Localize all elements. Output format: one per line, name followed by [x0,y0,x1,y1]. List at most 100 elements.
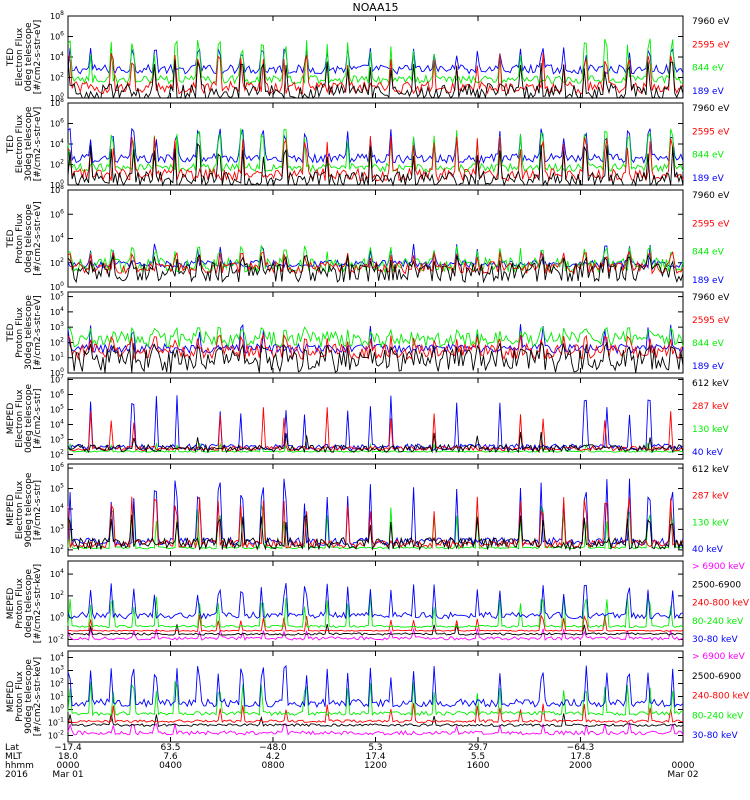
series-line-blue [67,664,684,709]
y-axis-label-line: 0deg telescope [24,384,34,454]
x-axis-row-label: 2016 [5,770,28,780]
series-line-blue [67,323,684,355]
panel-frame [67,189,684,288]
legend-entry: 7960 eV [692,17,730,27]
y-axis-label-line: Electron Flux [15,27,25,86]
legend-entry: 2595 eV [692,219,730,229]
series-line-green [67,680,684,717]
y-tick-label: 106 [50,208,64,219]
x-axis-row-label: Lat [5,743,20,753]
y-tick-label: 106 [50,389,64,400]
y-tick-label: 104 [50,138,64,149]
y-axis-label-line: [#/cm2-s-str-keV] [33,657,43,736]
y-tick-label: 102 [50,544,64,555]
x-tick-label: 63.5 [160,743,180,753]
legend-entry: 2595 eV [692,127,730,137]
series-line-magenta [67,722,684,737]
legend-entry: 7960 eV [692,104,730,114]
x-tick-label: 0000 [57,761,80,771]
legend-entry: 80-240 keV [692,711,744,721]
y-axis-label-line: MEPED [6,681,16,713]
legend-entry: 844 eV [692,64,725,74]
series-line-green [67,595,684,629]
x-tick-label: 0400 [159,761,182,771]
series-line-black [67,254,684,284]
legend-entry: > 6900 keV [692,652,746,662]
series-line-black [67,341,684,373]
legend-entry: 2500-6900 [692,672,741,682]
x-tick-label: 2000 [569,761,592,771]
y-tick-label: 104 [50,503,64,514]
y-tick-label: 104 [50,306,64,317]
legend-entry: 612 keV [692,465,729,475]
y-tick-label: 105 [50,404,64,415]
y-tick-label: 100 [50,179,64,190]
y-tick-label: 100 [50,367,64,378]
x-tick-label: 29.7 [468,743,488,753]
y-tick-label: 103 [50,665,64,676]
legend-entry: 30-80 keV [692,635,738,645]
y-tick-label: 103 [50,321,64,332]
y-axis-label-line: 90deg telescope [24,472,34,547]
series-line-black [67,59,684,100]
y-tick-label: 108 [50,97,64,108]
panel-frame [67,15,684,99]
y-axis-label-line: 0deg telescope [24,22,34,92]
series-line-blue [67,47,684,76]
y-axis-label-line: Proton Flux [15,213,25,264]
legend-entry: 240-800 keV [692,692,750,702]
y-axis-label-line: Proton Flux [15,307,25,358]
y-axis-label-line: [#/cm2-s-str] [33,480,43,540]
panel-frame [67,650,684,743]
y-axis-label-line: [#/cm2-s-str-eV] [33,201,43,276]
x-tick-label: 1200 [364,761,387,771]
x-tick-label: 4.2 [266,752,280,762]
legend-entry: 40 keV [692,448,724,458]
legend-entry: 7960 eV [692,293,730,303]
y-tick-label: 102 [50,678,64,689]
chart-title: NOAA15 [352,1,398,14]
y-tick-label: 101 [50,352,64,363]
y-tick-label: 105 [50,483,64,494]
y-tick-label: 105 [50,291,64,302]
series-line-black [67,514,684,552]
x-tick-label: 7.6 [163,752,178,762]
y-axis-label-line: Electron Flux [15,480,25,539]
legend-entry: 189 eV [692,174,725,184]
y-tick-label: 106 [50,462,64,473]
y-axis-label-line: 30deg telescope [24,295,34,370]
y-axis-label-line: 0deg telescope [24,204,34,274]
y-tick-label: 106 [50,31,64,42]
series-line-green [67,442,684,453]
y-tick-label: 104 [50,51,64,62]
y-axis-label-line: MEPED [6,403,16,435]
y-axis-label-line: TED [6,135,16,154]
y-tick-label: 104 [50,419,64,430]
y-axis-label-line: 30deg telescope [24,106,34,181]
y-axis-label-line: Electron Flux [15,389,25,448]
x-tick-label: 5.5 [471,752,485,762]
legend-entry: 189 eV [692,362,725,372]
y-axis-label-line: 90deg telescope [24,659,34,734]
y-tick-label: 104 [50,652,64,663]
series-line-green [67,128,684,174]
x-tick-label: 17.8 [570,752,590,762]
series-line-green [67,326,684,349]
y-tick-label: 102 [50,590,64,601]
legend-entry: 30-80 keV [692,731,738,741]
y-tick-label: 107 [50,374,64,385]
x-tick-label: −48.0 [259,743,287,753]
series-line-blue [67,583,684,620]
legend-entry: 844 eV [692,151,725,161]
y-axis-label-line: [#/cm2-s-str-keV] [33,564,43,643]
series-line-magenta [67,627,684,641]
legend-entry: 2500-6900 [692,580,741,590]
legend-entry: 189 eV [692,87,725,97]
y-tick-label: 102 [50,449,64,460]
legend-entry: 7960 eV [692,191,730,201]
y-tick-label: 100 [50,281,64,292]
y-axis-label-line: [#/cm2-s-str-eV] [33,107,43,182]
series-line-black [67,624,684,636]
